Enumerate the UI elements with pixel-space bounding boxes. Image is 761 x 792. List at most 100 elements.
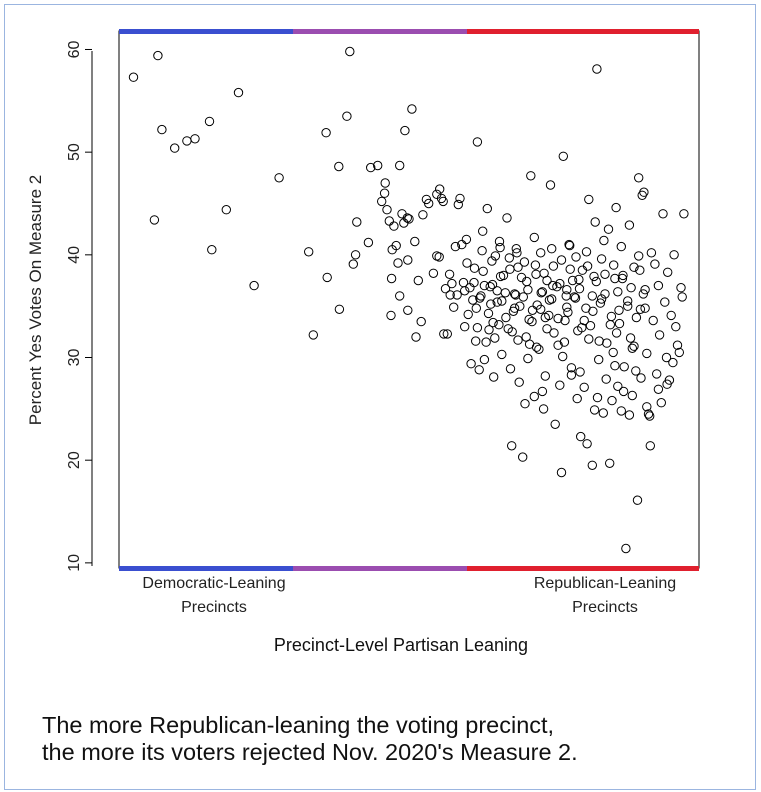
y-tick-label: 20	[66, 451, 83, 469]
data-point	[494, 236, 505, 247]
data-point	[490, 251, 501, 261]
data-point	[373, 160, 383, 171]
data-point	[461, 234, 472, 245]
data-point	[560, 315, 570, 326]
data-point	[645, 411, 655, 421]
data-point	[542, 324, 552, 334]
data-point	[384, 216, 394, 226]
data-point	[592, 392, 603, 403]
data-point	[631, 366, 641, 376]
data-point	[515, 301, 525, 311]
data-point	[407, 104, 417, 114]
data-point	[653, 384, 664, 394]
data-point	[621, 543, 631, 554]
data-point	[556, 255, 567, 265]
data-point	[614, 318, 625, 329]
data-point	[274, 173, 284, 183]
data-point	[547, 244, 557, 254]
data-point	[600, 289, 610, 299]
data-point	[668, 357, 678, 368]
data-point	[582, 261, 593, 271]
data-point	[477, 246, 487, 256]
data-point	[511, 290, 521, 300]
data-point	[487, 279, 498, 290]
data-point	[502, 213, 512, 223]
data-point	[402, 213, 412, 223]
data-point	[342, 111, 352, 121]
data-point	[555, 278, 565, 289]
data-point	[450, 241, 461, 252]
data-point	[182, 136, 192, 146]
data-point	[611, 328, 622, 338]
data-points	[128, 46, 689, 554]
data-point	[334, 161, 344, 172]
data-point	[634, 251, 644, 261]
data-point	[661, 352, 672, 363]
data-point	[424, 198, 434, 209]
data-point	[350, 250, 361, 260]
data-point	[537, 386, 548, 397]
data-point	[352, 217, 362, 227]
data-point	[389, 221, 399, 231]
data-point	[249, 280, 259, 291]
data-point	[671, 322, 681, 332]
y-axis: 10 20 30 40 50 60	[66, 40, 93, 572]
data-point	[592, 64, 602, 74]
data-point	[509, 289, 520, 299]
x-category-label-left-line2: Precincts	[181, 599, 247, 616]
data-point	[540, 371, 550, 381]
data-point	[366, 162, 376, 173]
data-point	[497, 296, 507, 306]
data-point	[460, 322, 470, 332]
data-point	[582, 439, 592, 449]
data-point	[511, 244, 521, 254]
data-point	[460, 286, 470, 296]
data-point	[400, 125, 410, 136]
data-point	[606, 311, 617, 322]
data-point	[500, 288, 510, 298]
data-point	[550, 419, 560, 429]
data-point	[462, 258, 472, 268]
data-point	[584, 334, 594, 344]
data-point	[663, 267, 673, 277]
data-point	[595, 298, 606, 308]
caption-line-2: the more its voters rejected Nov. 2020's…	[42, 739, 578, 765]
data-point	[411, 332, 421, 342]
data-point	[610, 273, 620, 284]
data-point	[434, 252, 444, 262]
data-point	[596, 294, 607, 304]
data-point	[676, 283, 686, 293]
data-point	[601, 374, 611, 384]
data-point	[624, 220, 635, 230]
y-tick-label: 40	[66, 246, 83, 264]
data-point	[571, 252, 581, 262]
data-point	[463, 309, 473, 320]
data-point	[634, 173, 644, 183]
data-point	[472, 137, 483, 147]
data-point	[478, 266, 488, 276]
data-point	[666, 310, 676, 321]
data-point	[447, 278, 457, 289]
data-point	[449, 302, 459, 312]
data-point	[513, 262, 523, 272]
data-point	[395, 291, 405, 301]
data-point	[662, 379, 672, 389]
data-point	[537, 287, 548, 297]
data-point	[534, 344, 544, 354]
data-point	[395, 160, 405, 171]
data-point	[577, 323, 587, 333]
data-point	[567, 275, 578, 286]
data-point	[530, 260, 541, 270]
data-point	[363, 237, 374, 248]
y-tick-label: 50	[66, 143, 83, 161]
data-point	[471, 336, 481, 346]
caption-line-1: The more Republican-leaning the voting p…	[42, 712, 555, 738]
data-point	[221, 205, 232, 215]
top-band-segment-1	[293, 29, 467, 34]
x-category-label-left-line1: Democratic-Leaning	[142, 575, 285, 592]
data-point	[581, 247, 592, 257]
data-point	[507, 441, 517, 451]
data-point	[497, 349, 507, 360]
data-point	[153, 50, 163, 61]
data-point	[304, 247, 314, 257]
